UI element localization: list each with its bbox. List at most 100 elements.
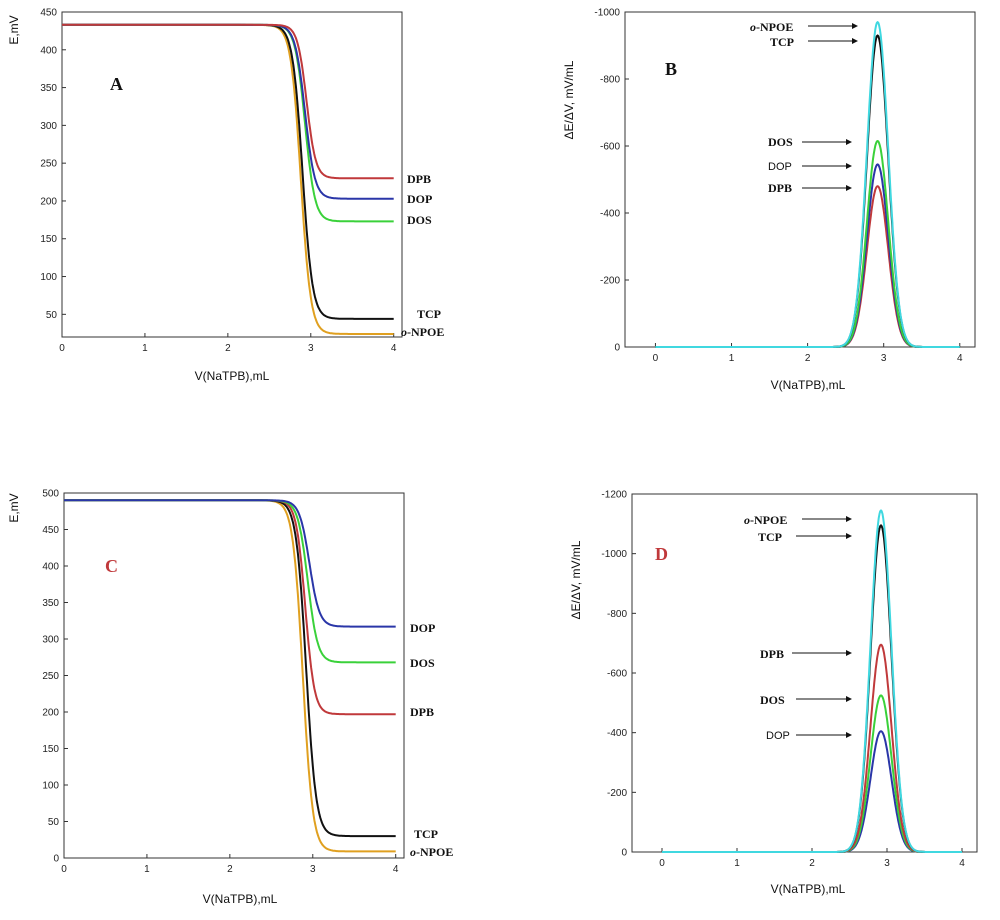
x-tick-label-d-3: 3	[884, 858, 890, 869]
y-tick-label-b-4: -800	[600, 75, 620, 86]
y-tick-label-a-4: 250	[40, 159, 57, 170]
series-label-tcp-b: TCP	[770, 35, 794, 49]
panel-letter-d: D	[655, 544, 668, 564]
series-label-onpoe-c: o-NPOE	[410, 845, 453, 859]
x-tick-label-d-4: 4	[959, 858, 965, 869]
series-label-dop-b: DOP	[768, 161, 792, 173]
y-tick-label-c-0: 0	[53, 854, 59, 865]
x-tick-label-a-2: 2	[225, 343, 231, 354]
series-line-o-npoe-c	[63, 499, 396, 853]
curves-c	[63, 499, 396, 853]
y-tick-label-a-1: 100	[40, 272, 57, 283]
curves-a	[61, 23, 394, 335]
y-tick-label-d-2: -400	[607, 728, 627, 739]
panel-d: 0 -200 -400 -600 -800 -1000 -1200 0 1 2 3 4 V(NaTPB…	[569, 490, 978, 896]
arrowhead-tcp-d	[846, 533, 852, 539]
series-line-dos-d	[661, 694, 963, 853]
series-label-dpb-a: DPB	[407, 172, 431, 186]
arrowhead-tcp-b	[852, 38, 858, 44]
series-label-onpoe-b: o-NPOE	[750, 20, 793, 34]
y-axis-title-c: E,mV	[7, 493, 21, 522]
x-tick-label-d-2: 2	[809, 858, 815, 869]
arrowhead-dpb-b	[846, 185, 852, 191]
x-tick-label-a-0: 0	[59, 343, 65, 354]
series-label-onpoe-prefix: o	[410, 845, 416, 859]
panel-letter-b: B	[665, 59, 677, 79]
series-label-dop-c: DOP	[410, 621, 435, 635]
y-tick-label-b-3: -600	[600, 142, 620, 153]
series-label-onpoe-a: o-NPOE	[401, 325, 444, 339]
y-tick-label-d-3: -600	[607, 669, 627, 680]
series-line-dpb-d	[661, 643, 963, 853]
series-line-tcp-a	[61, 23, 394, 320]
y-tick-label-a-3: 200	[40, 196, 57, 207]
label-arrows-d	[792, 516, 852, 738]
panel-c: 0 50 100 150 200 250 300 350 400 450 500 0 1 2 3 4 V(Na…	[7, 489, 453, 907]
series-label-onpoe-suffix: -NPOE	[416, 845, 453, 859]
series-label-dpb-d: DPB	[760, 647, 784, 661]
series-line-dpb-c	[63, 499, 396, 716]
series-label-onpoe-prefix: o	[744, 513, 750, 527]
x-tick-label-b-3: 3	[881, 353, 887, 364]
x-tick-label-b-1: 1	[729, 353, 735, 364]
series-label-tcp-c: TCP	[414, 827, 438, 841]
y-axis-title-a: E,mV	[7, 15, 21, 44]
plot-frame-a	[61, 11, 403, 338]
series-label-onpoe-suffix: -NPOE	[756, 20, 793, 34]
series-label-onpoe-suffix: -NPOE	[407, 325, 444, 339]
y-tick-label-a-5: 300	[40, 121, 57, 132]
x-tick-label-d-1: 1	[734, 858, 740, 869]
y-tick-label-a-2: 150	[40, 234, 57, 245]
series-label-dop-a: DOP	[407, 192, 432, 206]
arrowhead-dop-b	[846, 163, 852, 169]
x-axis-title-a: V(NaTPB),mL	[195, 369, 270, 383]
y-tick-label-c-4: 200	[42, 708, 59, 719]
y-tick-label-d-0: 0	[621, 848, 627, 859]
label-arrows-b	[802, 23, 858, 191]
series-line-o-npoe-b	[655, 21, 960, 348]
y-tick-label-c-10: 500	[42, 489, 59, 500]
arrowhead-dos-b	[846, 139, 852, 145]
series-label-dos-d: DOS	[760, 693, 785, 707]
panel-letter-a: A	[110, 74, 123, 94]
y-tick-label-b-2: -400	[600, 209, 620, 220]
y-tick-label-d-6: -1200	[601, 490, 627, 501]
series-line-dos-c	[63, 499, 396, 664]
series-label-dos-c: DOS	[410, 656, 435, 670]
y-tick-label-b-5: -1000	[594, 8, 620, 19]
arrowhead-dop-d	[846, 732, 852, 738]
series-line-tcp-d	[661, 524, 963, 853]
arrowhead-dos-d	[846, 696, 852, 702]
panel-letter-c: C	[105, 556, 118, 576]
y-tick-label-c-8: 400	[42, 562, 59, 573]
series-label-onpoe-prefix: o	[401, 325, 407, 339]
y-tick-label-c-9: 450	[42, 525, 59, 536]
curves-d	[661, 509, 963, 853]
y-tick-label-a-6: 350	[40, 83, 57, 94]
plot-frame-c	[63, 492, 405, 859]
series-label-dos-a: DOS	[407, 213, 432, 227]
y-axis-title-b: ΔE/ΔV, mV/mL	[562, 60, 576, 139]
axis-ticks-a: 50 100 150 200 250 300 350 400 450 0 1 2 3 4	[40, 8, 397, 355]
series-label-dos-b: DOS	[768, 135, 793, 149]
series-line-dop-d	[661, 730, 963, 853]
curves-b	[655, 21, 960, 348]
series-label-dop-d: DOP	[766, 730, 790, 742]
series-line-dop-b	[655, 163, 960, 348]
x-tick-label-c-1: 1	[144, 864, 150, 875]
x-tick-label-a-1: 1	[142, 343, 148, 354]
series-line-tcp-b	[655, 34, 960, 348]
series-line-dos-a	[61, 23, 394, 223]
y-tick-label-b-1: -200	[600, 276, 620, 287]
y-tick-label-c-2: 100	[42, 781, 59, 792]
x-axis-title-c: V(NaTPB),mL	[203, 892, 278, 906]
series-line-o-npoe-d	[661, 509, 963, 853]
plot-frame-b	[624, 11, 976, 348]
y-tick-label-a-8: 450	[40, 8, 57, 19]
x-tick-label-c-4: 4	[393, 864, 399, 875]
y-tick-label-c-3: 150	[42, 744, 59, 755]
plot-frame-d	[631, 493, 978, 853]
y-axis-title-d: ΔE/ΔV, mV/mL	[569, 540, 583, 619]
x-tick-label-c-3: 3	[310, 864, 316, 875]
y-tick-label-d-1: -200	[607, 788, 627, 799]
